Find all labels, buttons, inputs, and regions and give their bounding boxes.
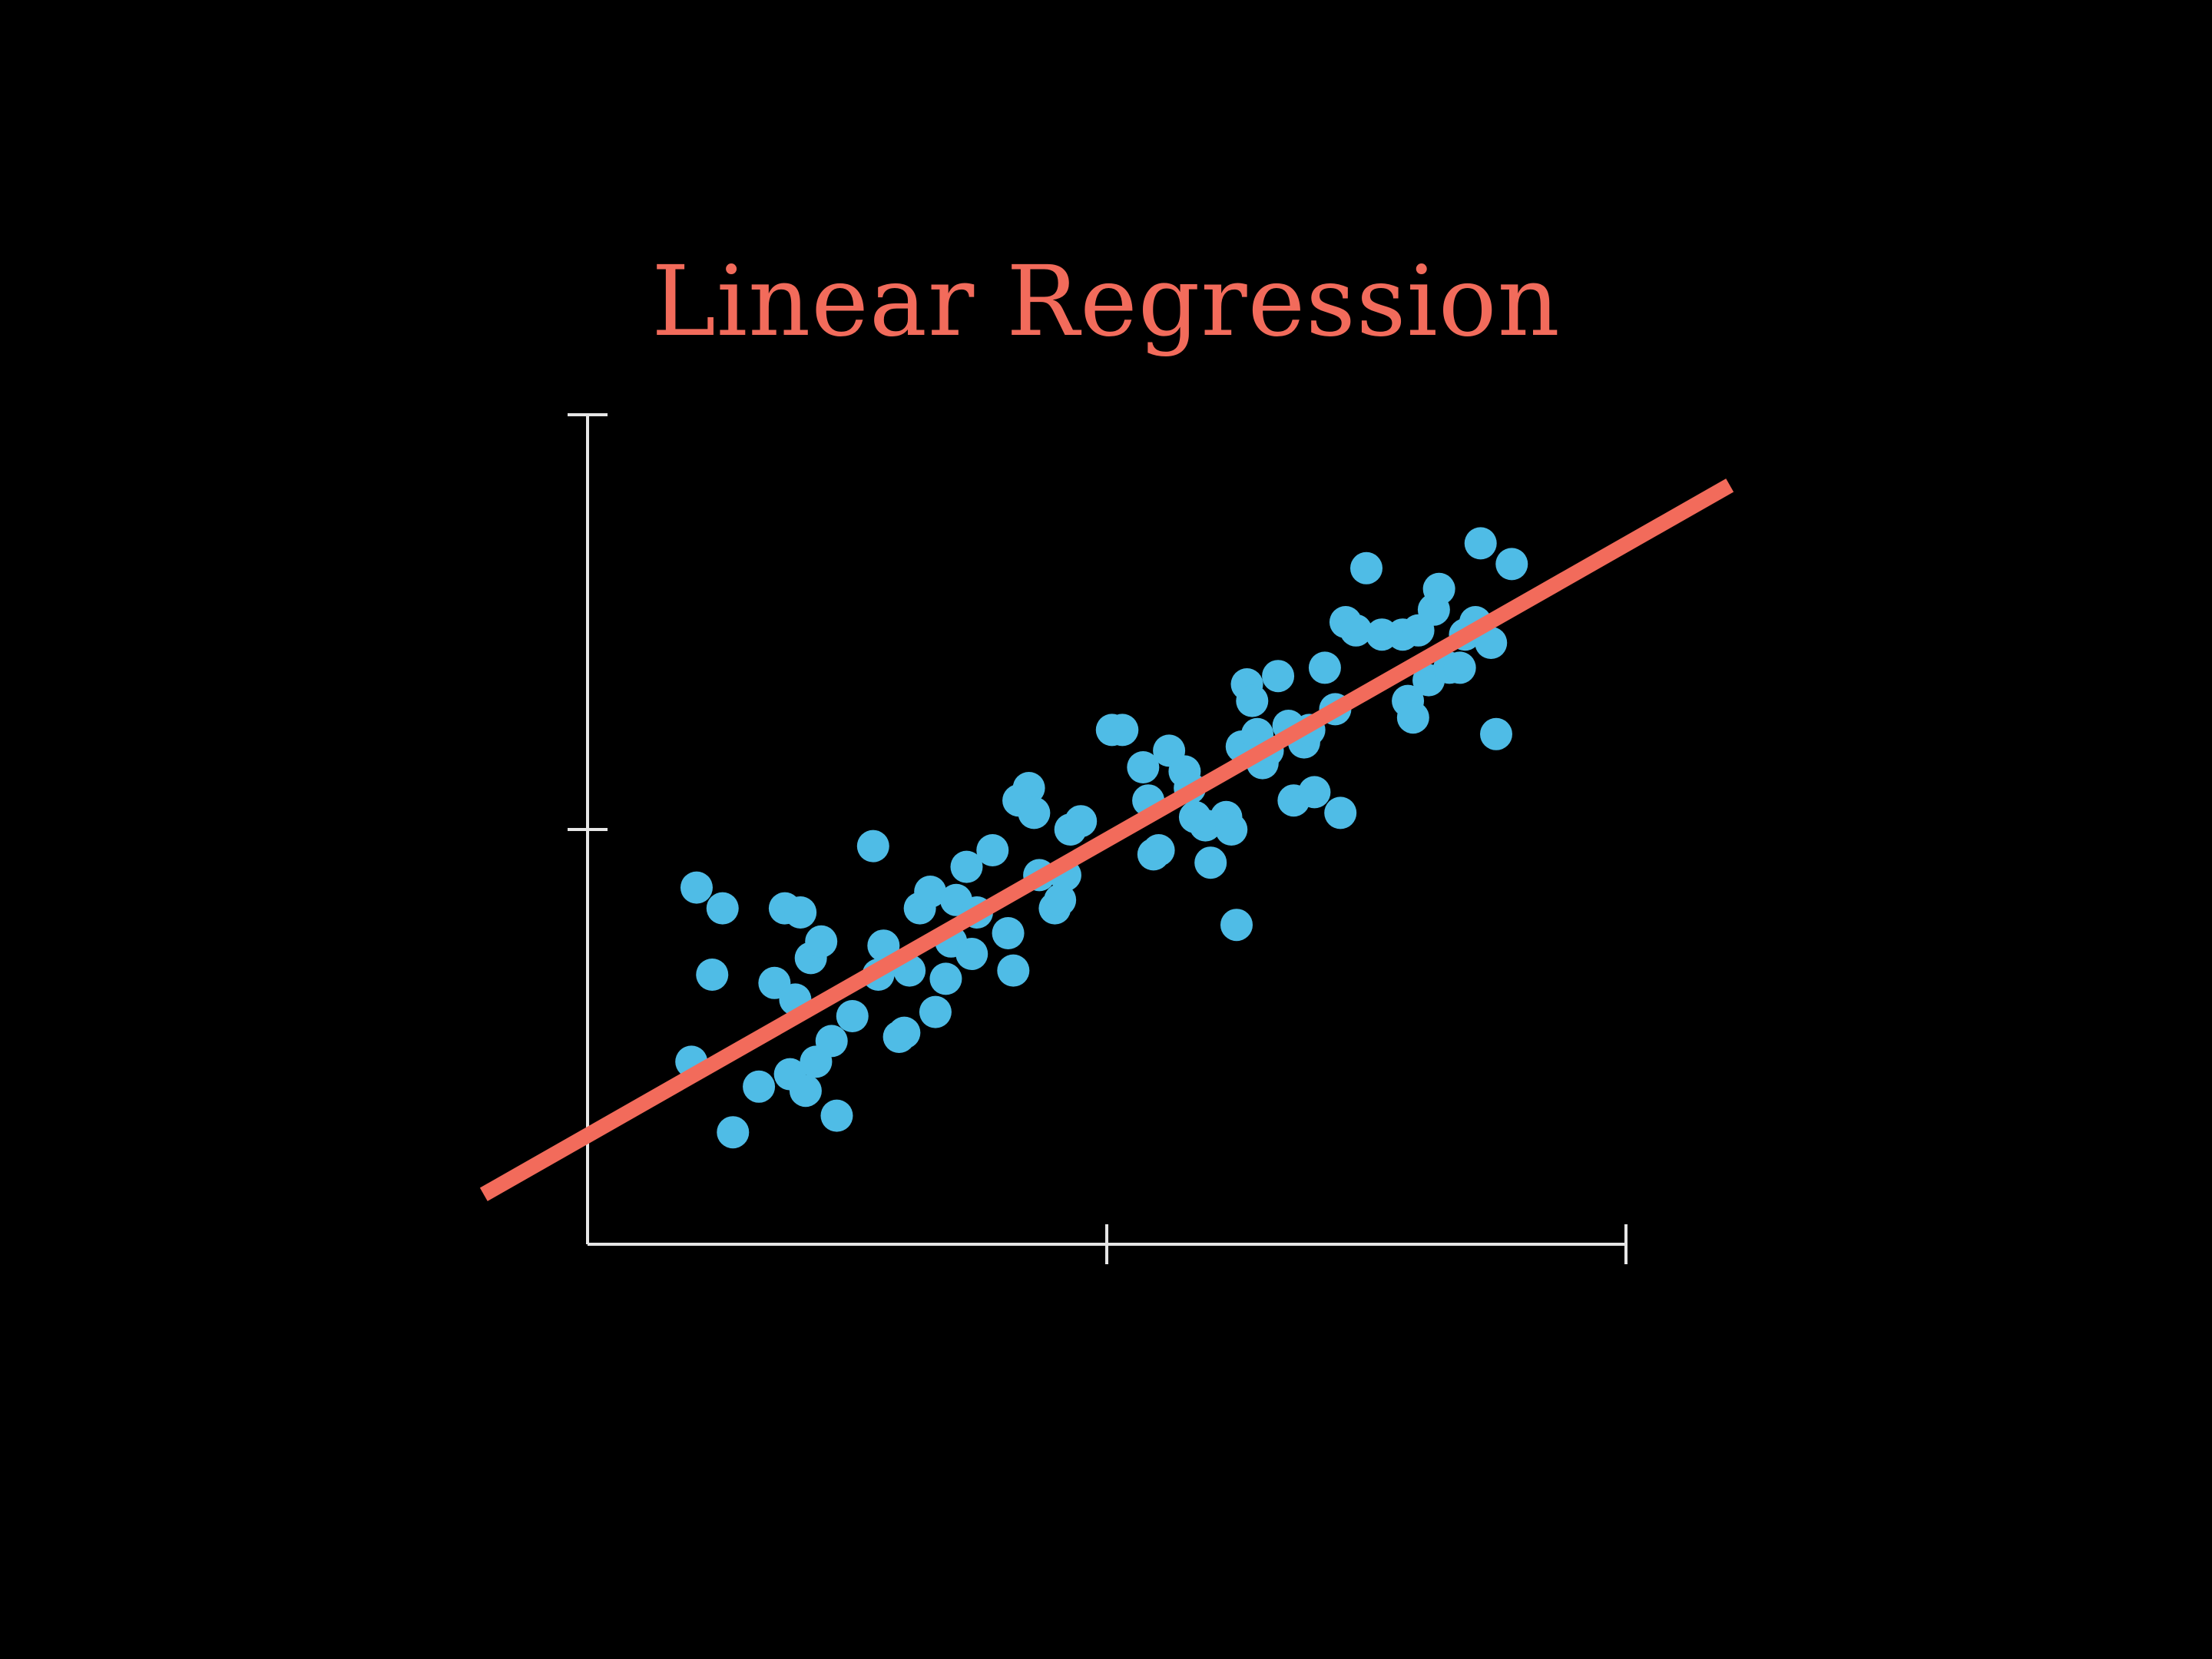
data-point bbox=[914, 876, 947, 908]
data-point bbox=[1215, 813, 1248, 846]
data-point bbox=[836, 1000, 869, 1032]
data-point bbox=[789, 1075, 822, 1108]
data-points bbox=[675, 527, 1528, 1149]
data-point bbox=[815, 1025, 848, 1058]
data-point bbox=[1012, 772, 1045, 804]
data-point bbox=[1339, 614, 1373, 647]
data-point bbox=[1142, 834, 1175, 866]
data-point bbox=[1127, 751, 1160, 783]
data-point bbox=[1422, 572, 1455, 605]
data-point bbox=[1443, 651, 1476, 684]
data-point bbox=[1106, 714, 1139, 747]
data-point bbox=[1475, 627, 1508, 659]
data-point bbox=[1220, 909, 1253, 942]
data-point bbox=[955, 938, 988, 970]
data-point bbox=[743, 1070, 776, 1103]
data-point bbox=[1464, 527, 1497, 560]
data-point bbox=[929, 962, 962, 995]
data-point bbox=[1018, 796, 1051, 830]
data-point bbox=[1298, 776, 1331, 809]
axes bbox=[568, 413, 1628, 1264]
data-point bbox=[1044, 883, 1077, 916]
regression-line bbox=[479, 478, 1734, 1201]
data-point bbox=[997, 954, 1030, 987]
data-point bbox=[1262, 660, 1295, 693]
data-point bbox=[888, 1016, 921, 1049]
data-point bbox=[950, 850, 983, 883]
data-point bbox=[696, 959, 729, 991]
data-point bbox=[1495, 548, 1528, 581]
data-point bbox=[919, 995, 952, 1028]
data-point bbox=[1324, 796, 1357, 830]
data-point bbox=[976, 834, 1009, 866]
data-point bbox=[1065, 805, 1098, 838]
data-point bbox=[1194, 846, 1227, 879]
data-point bbox=[784, 896, 817, 929]
data-point bbox=[805, 925, 838, 958]
data-point bbox=[856, 830, 889, 863]
data-point bbox=[1350, 551, 1382, 584]
data-point bbox=[1236, 684, 1269, 717]
data-point bbox=[1308, 651, 1341, 684]
chart-title: Linear Regression bbox=[651, 245, 1561, 358]
regression-line-layer bbox=[479, 478, 1734, 1201]
data-point bbox=[706, 892, 739, 925]
data-point bbox=[717, 1116, 750, 1149]
data-point bbox=[1396, 701, 1429, 734]
data-point bbox=[1480, 717, 1512, 750]
data-point bbox=[820, 1099, 853, 1132]
data-point bbox=[992, 917, 1025, 949]
data-point bbox=[680, 871, 713, 904]
